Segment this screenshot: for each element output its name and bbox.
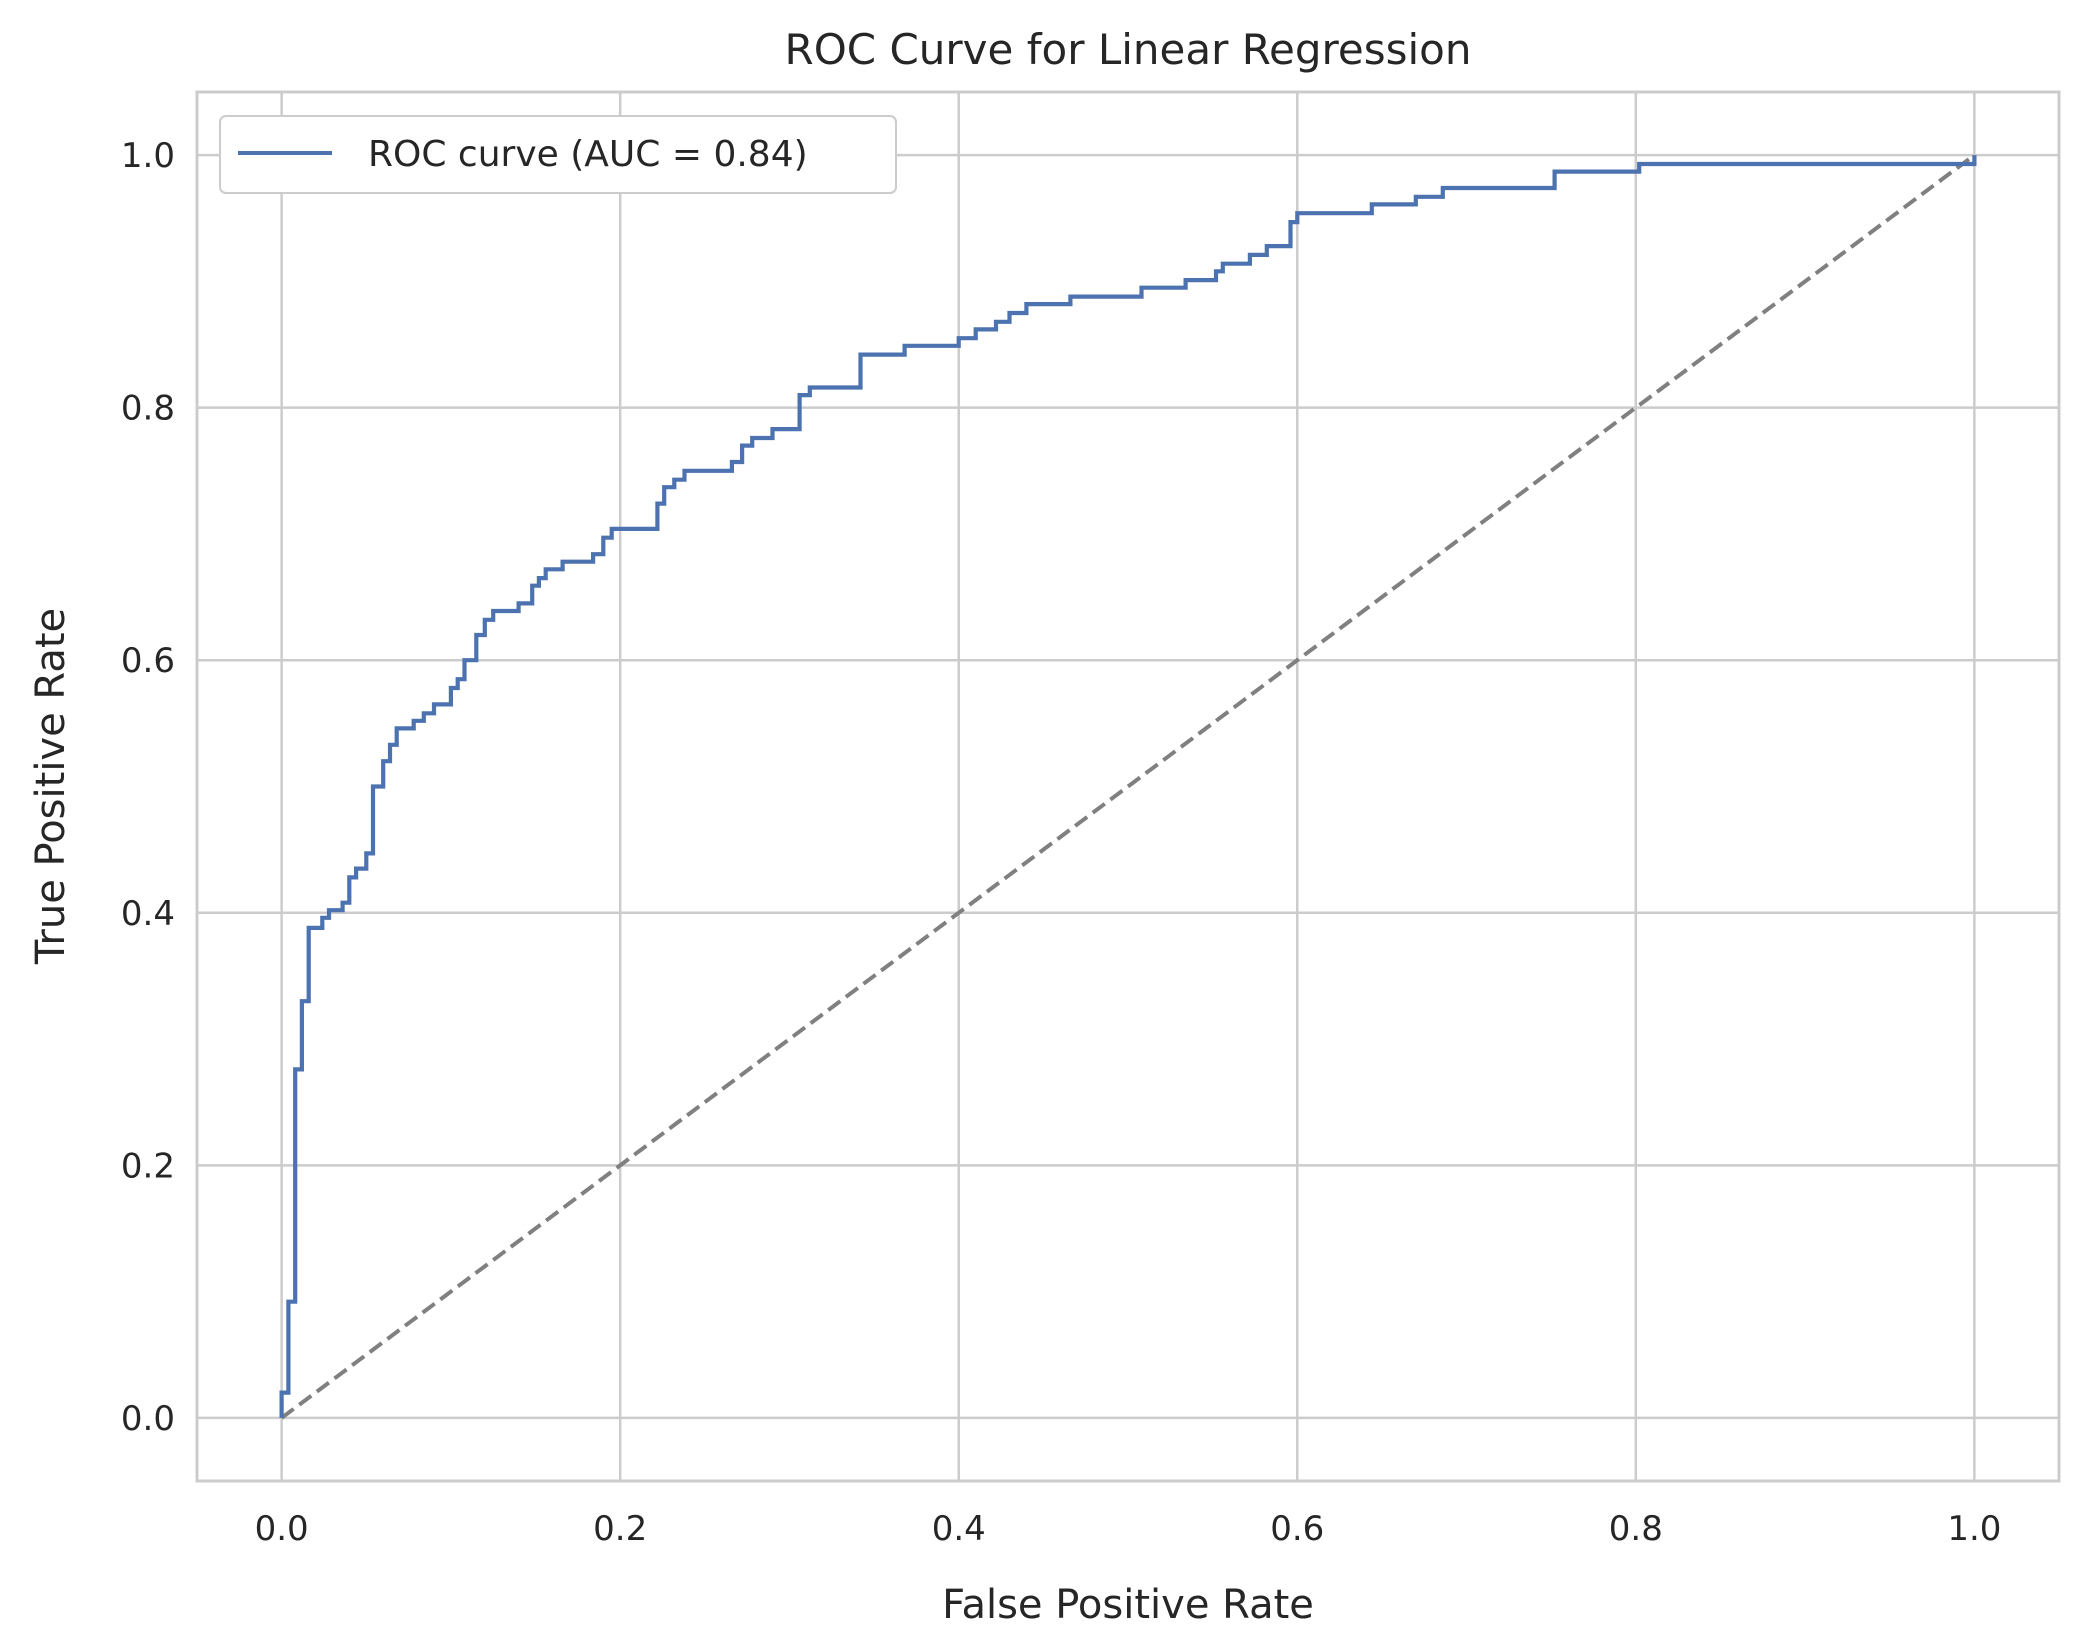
x-tick-label: 0.8 [1609,1509,1663,1549]
y-tick-label: 1.0 [121,136,175,176]
series-layer [279,153,1977,1420]
y-tick-label: 0.0 [121,1399,175,1439]
roc-curve-line [279,155,1977,1418]
y-tick-label: 0.4 [121,894,175,934]
x-tick-label: 0.2 [593,1509,647,1549]
plot-frame [195,90,2061,1483]
x-tick-label: 0.0 [255,1509,309,1549]
legend-box [219,115,897,194]
legend: ROC curve (AUC = 0.84) [219,115,897,194]
x-tick-labels: 0.0 0.2 0.4 0.6 0.8 1.0 [255,1509,2002,1549]
x-axis-label: False Positive Rate [942,1582,1314,1628]
legend-label-roc: ROC curve (AUC = 0.84) [368,134,808,175]
y-tick-label: 0.8 [121,389,175,429]
chart-title: ROC Curve for Linear Regression [785,25,1472,74]
y-tick-label: 0.2 [121,1146,175,1186]
y-tick-labels: 0.0 0.2 0.4 0.6 0.8 1.0 [121,136,175,1439]
x-tick-label: 0.4 [932,1509,986,1549]
x-tick-label: 1.0 [1947,1509,2001,1549]
y-tick-label: 0.6 [121,641,175,681]
x-tick-label: 0.6 [1270,1509,1324,1549]
y-axis-label: True Positive Rate [28,608,74,965]
